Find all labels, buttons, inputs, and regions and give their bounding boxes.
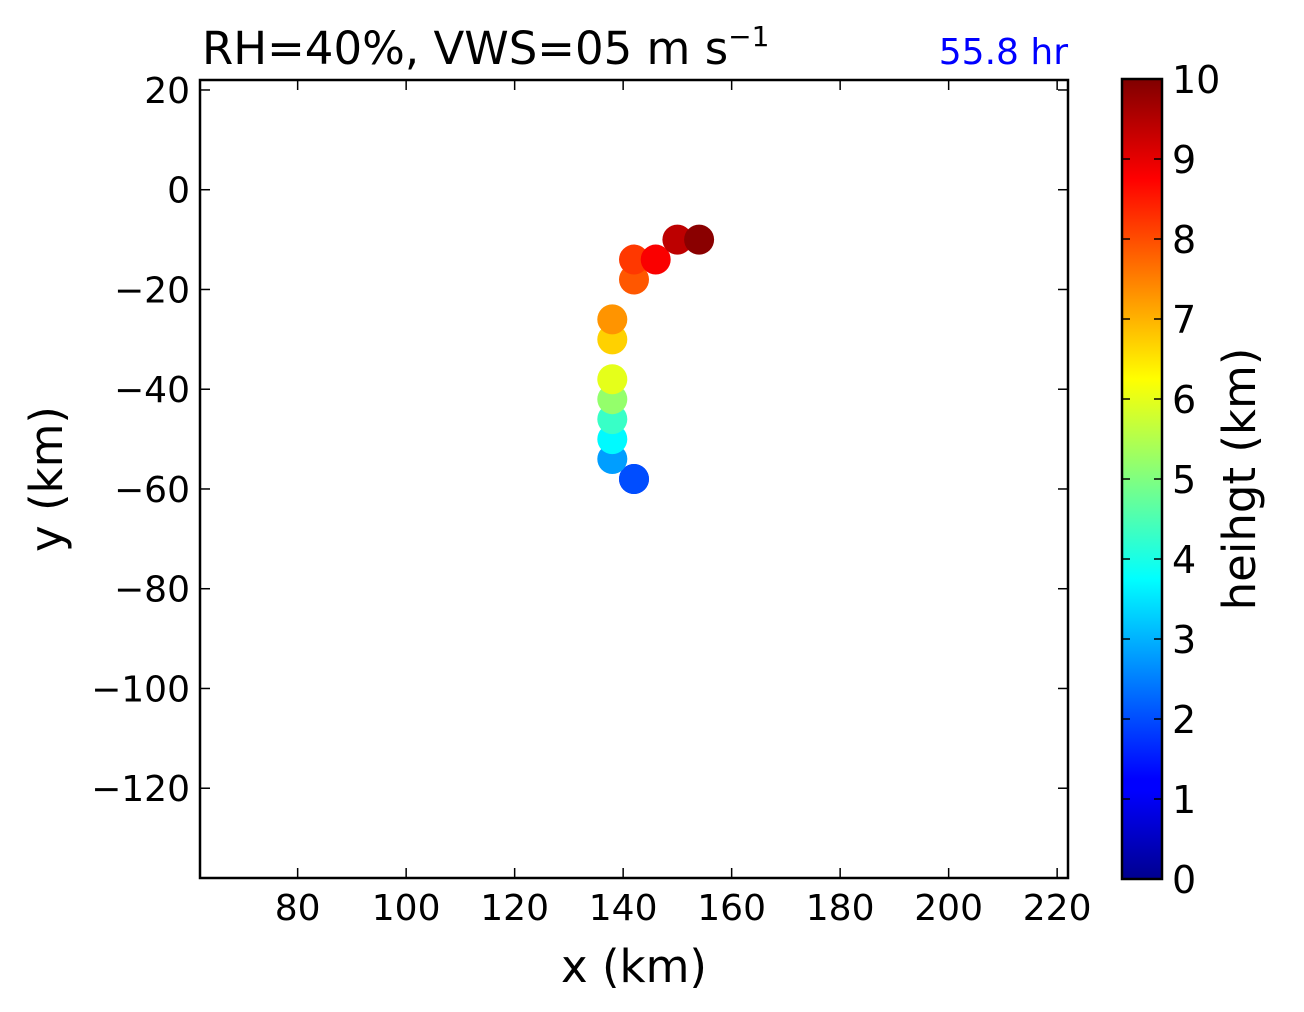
colorbar-label: heihgt (km) bbox=[1213, 348, 1266, 611]
y-tick-label: −40 bbox=[114, 370, 190, 411]
colorbar-tick-label: 5 bbox=[1172, 458, 1196, 502]
y-tick-label: −80 bbox=[114, 570, 190, 611]
scatter-point bbox=[662, 224, 693, 255]
colorbar-tick-label: 10 bbox=[1172, 58, 1220, 102]
y-axis-ticks: 20 0 −20 −40 −60 −80 −100 −120 bbox=[91, 71, 1068, 810]
time-label: 55.8 hr bbox=[939, 32, 1068, 73]
y-tick-label: −20 bbox=[114, 270, 190, 311]
colorbar-tick-label: 4 bbox=[1172, 538, 1196, 582]
scatter-point bbox=[597, 364, 628, 395]
colorbar-ticks: 0 1 2 3 4 5 6 7 8 9 10 bbox=[1122, 58, 1220, 902]
y-tick-label: −120 bbox=[91, 769, 190, 810]
x-tick-label: 160 bbox=[697, 888, 766, 929]
x-tick-label: 220 bbox=[1023, 888, 1092, 929]
y-axis-label: y (km) bbox=[20, 406, 73, 552]
scatter-point bbox=[597, 304, 628, 335]
colorbar-tick-label: 3 bbox=[1172, 618, 1196, 662]
colorbar-tick-label: 7 bbox=[1172, 298, 1196, 342]
y-tick-label: −100 bbox=[91, 669, 190, 710]
x-tick-label: 100 bbox=[372, 888, 441, 929]
y-tick-label: 0 bbox=[167, 171, 190, 212]
y-tick-label: −60 bbox=[114, 470, 190, 511]
y-tick-label: 20 bbox=[144, 71, 190, 112]
scatter-point bbox=[619, 464, 649, 494]
x-axis-label: x (km) bbox=[561, 940, 707, 993]
x-tick-label: 80 bbox=[275, 888, 321, 929]
colorbar-tick-label: 1 bbox=[1172, 778, 1196, 822]
x-tick-label: 140 bbox=[589, 888, 658, 929]
scatter-point bbox=[619, 244, 649, 275]
chart-title: RH=40%, VWS=05 m s−1 bbox=[202, 20, 769, 75]
colorbar-tick-label: 9 bbox=[1172, 138, 1196, 182]
colorbar-tick-label: 8 bbox=[1172, 218, 1196, 262]
scatter-point bbox=[684, 224, 715, 255]
x-tick-label: 180 bbox=[806, 888, 875, 929]
x-tick-label: 120 bbox=[480, 888, 549, 929]
scatter-point bbox=[640, 244, 671, 275]
colorbar-tick-label: 0 bbox=[1172, 858, 1196, 902]
title-superscript: −1 bbox=[728, 20, 769, 53]
colorbar-tick-label: 2 bbox=[1172, 698, 1196, 742]
x-tick-label: 200 bbox=[914, 888, 983, 929]
x-axis-ticks: 80 100 120 140 160 180 200 220 bbox=[275, 80, 1092, 929]
data-points bbox=[597, 224, 715, 494]
colorbar-tick-label: 6 bbox=[1172, 378, 1196, 422]
